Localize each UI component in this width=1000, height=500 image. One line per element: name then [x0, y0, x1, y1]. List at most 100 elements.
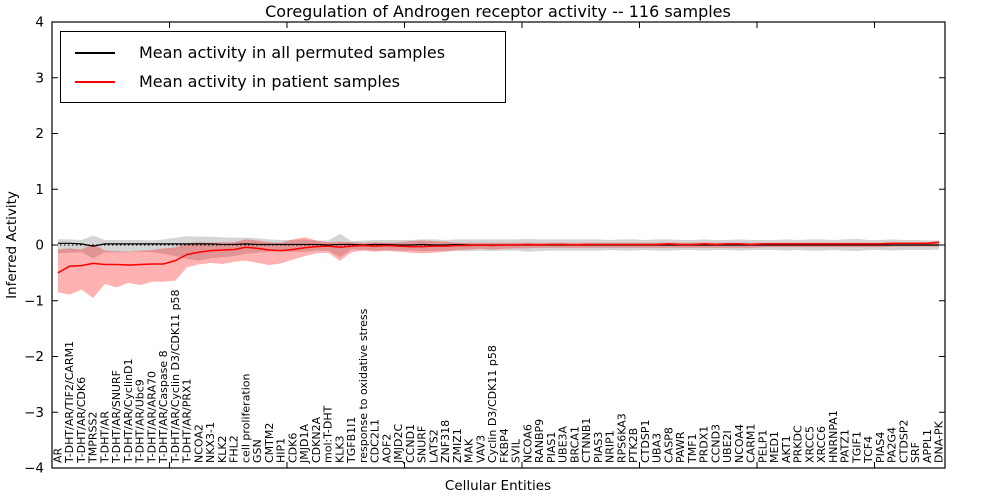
- x-tick-label: TCF4: [862, 436, 875, 464]
- x-tick-label: PTK2B: [627, 428, 640, 463]
- x-tick-label: T-DHT/AR/Cyclin D3/CDK11 p58: [169, 289, 182, 464]
- patient-mean-line: [57, 241, 940, 274]
- x-tick-label: T-DHT/AR/Ubc9: [134, 379, 147, 464]
- x-tick-label: GSN: [251, 439, 264, 463]
- x-tick-label: T-DHT/AR/TIF2/CARM1: [63, 341, 76, 464]
- x-tick-label: TMF1: [686, 433, 699, 464]
- legend: Mean activity in all permuted samples Me…: [60, 31, 506, 103]
- legend-label-permuted: Mean activity in all permuted samples: [139, 43, 446, 62]
- x-tick-label: cell proliferation: [239, 373, 252, 463]
- x-tick-label: CASP8: [662, 427, 675, 463]
- x-tick-label: PIAS4: [874, 432, 887, 463]
- x-tick-label: T-DHT/AR/Caspase 8: [157, 350, 170, 464]
- x-tick-label: UBE2I: [721, 430, 734, 463]
- x-tick-label: RANBP9: [533, 419, 546, 463]
- x-tick-label: T-DHT/AR/PRX1: [181, 378, 194, 464]
- chart-title: Coregulation of Androgen receptor activi…: [265, 2, 731, 21]
- x-tick-label: NRIP1: [604, 430, 617, 463]
- x-tick-label: RPS6KA3: [615, 413, 628, 463]
- y-tick-label: −4: [24, 461, 44, 477]
- y-tick-label: −1: [24, 293, 44, 309]
- x-tick-label: CTNNB1: [580, 418, 593, 463]
- y-tick-label: 1: [35, 182, 44, 198]
- x-axis-label: Cellular Entities: [444, 478, 552, 494]
- x-tick-label: T-DHT/AR: [98, 411, 111, 464]
- x-tick-label: FHL2: [228, 435, 241, 463]
- x-tick-label: Cyclin D3/CDK11 p58: [486, 345, 499, 463]
- x-tick-label: PA2G4: [886, 427, 899, 463]
- x-tick-label: T-DHT/AR/CDK6: [75, 377, 88, 464]
- y-tick-label: 2: [35, 126, 44, 142]
- x-tick-label: NCOA4: [733, 424, 746, 463]
- x-tick-label: NCOA2: [192, 424, 205, 463]
- x-tick-label: T-DHT/AR/ARA70: [145, 371, 158, 464]
- x-tick-label: AOF2: [380, 434, 393, 463]
- patient-samples-band-area: [57, 237, 940, 298]
- x-tick-label: CDC2L1: [369, 419, 382, 463]
- x-tick-label: CTDSP2: [897, 420, 910, 463]
- x-tick-label: APPL1: [921, 429, 934, 463]
- x-tick-label: PIAS3: [592, 432, 605, 463]
- x-tick-label: mol:T-DHT: [322, 405, 335, 463]
- y-tick-label: −3: [24, 405, 44, 421]
- x-tick-label: PIAS1: [545, 432, 558, 463]
- x-tick-label: AR: [51, 447, 64, 463]
- axes-frame: [51, 21, 946, 469]
- x-tick-label: SNURF: [416, 426, 429, 463]
- x-tick-label: T-DHT/AR/CyclinD1: [122, 358, 135, 464]
- x-tick-label: KLK3: [333, 435, 346, 463]
- x-tick-label: CDKN2A: [310, 416, 323, 463]
- y-tick-label: −2: [24, 349, 44, 365]
- x-tick-label: ZMIZ1: [451, 428, 464, 463]
- x-tick-label: NKX3-1: [204, 422, 217, 463]
- x-tick-label: BRCA1: [568, 426, 581, 463]
- x-tick-label: CCND3: [709, 424, 722, 463]
- y-tick-label: 0: [35, 238, 44, 254]
- x-tick-label: CMTM2: [263, 423, 276, 463]
- legend-line-patient-icon: [75, 80, 115, 83]
- x-tick-label: PRKDC: [792, 425, 805, 463]
- x-tick-label: UBA3: [651, 433, 664, 463]
- legend-line-permuted-icon: [75, 51, 115, 54]
- x-tick-label: UBE3A: [557, 425, 570, 463]
- legend-label-patient: Mean activity in patient samples: [139, 72, 400, 91]
- x-tick-label: MED1: [768, 431, 781, 463]
- y-axis-label: Inferred Activity: [4, 191, 20, 299]
- x-tick-label: JMJD2C: [392, 424, 405, 464]
- x-tick-label: response to oxidative stress: [357, 308, 370, 463]
- x-tick-label: KLK2: [216, 435, 229, 463]
- x-tick-label: FKBP4: [498, 428, 511, 463]
- x-tick-label: CDK6: [286, 433, 299, 463]
- x-tick-label: ZNF318: [439, 420, 452, 463]
- x-tick-label: JMJD1A: [298, 424, 311, 464]
- x-tick-label: DNA-PK: [933, 420, 946, 463]
- x-tick-label: HNRNPA1: [827, 410, 840, 463]
- x-tick-label: SVIL: [510, 438, 523, 463]
- y-tick-label: 4: [35, 15, 44, 31]
- x-tick-label: NCOA6: [521, 424, 534, 463]
- x-tick-label: CARM1: [745, 424, 758, 463]
- x-tick-label: TGIF1: [850, 431, 863, 464]
- x-tick-label: MAK: [463, 438, 476, 463]
- x-tick-label: PAWR: [674, 431, 687, 463]
- x-tick-label: HIP1: [275, 438, 288, 463]
- x-tick-label: XRCC6: [815, 426, 828, 463]
- x-tick-label: PELP1: [756, 430, 769, 463]
- x-tick-label: T-DHT/AR/SNURF: [110, 370, 123, 464]
- x-tick-label: CTDSP1: [639, 420, 652, 463]
- legend-entry-patient: Mean activity in patient samples: [75, 67, 505, 96]
- x-tick-label: CCND1: [404, 424, 417, 463]
- x-tick-label: VAV3: [474, 435, 487, 463]
- x-tick-label: TGFB1I1: [345, 417, 358, 464]
- x-tick-label: LATS2: [427, 429, 440, 463]
- y-tick-label: 3: [35, 70, 44, 86]
- x-tick-label: AKT1: [780, 435, 793, 463]
- x-tick-label: SRF: [909, 442, 922, 463]
- x-tick-label: PRDX1: [698, 426, 711, 463]
- legend-entry-permuted: Mean activity in all permuted samples: [75, 38, 505, 67]
- permuted-samples-band-area: [57, 233, 940, 261]
- x-tick-label: XRCC5: [803, 426, 816, 463]
- x-tick-label: PATZ1: [839, 429, 852, 463]
